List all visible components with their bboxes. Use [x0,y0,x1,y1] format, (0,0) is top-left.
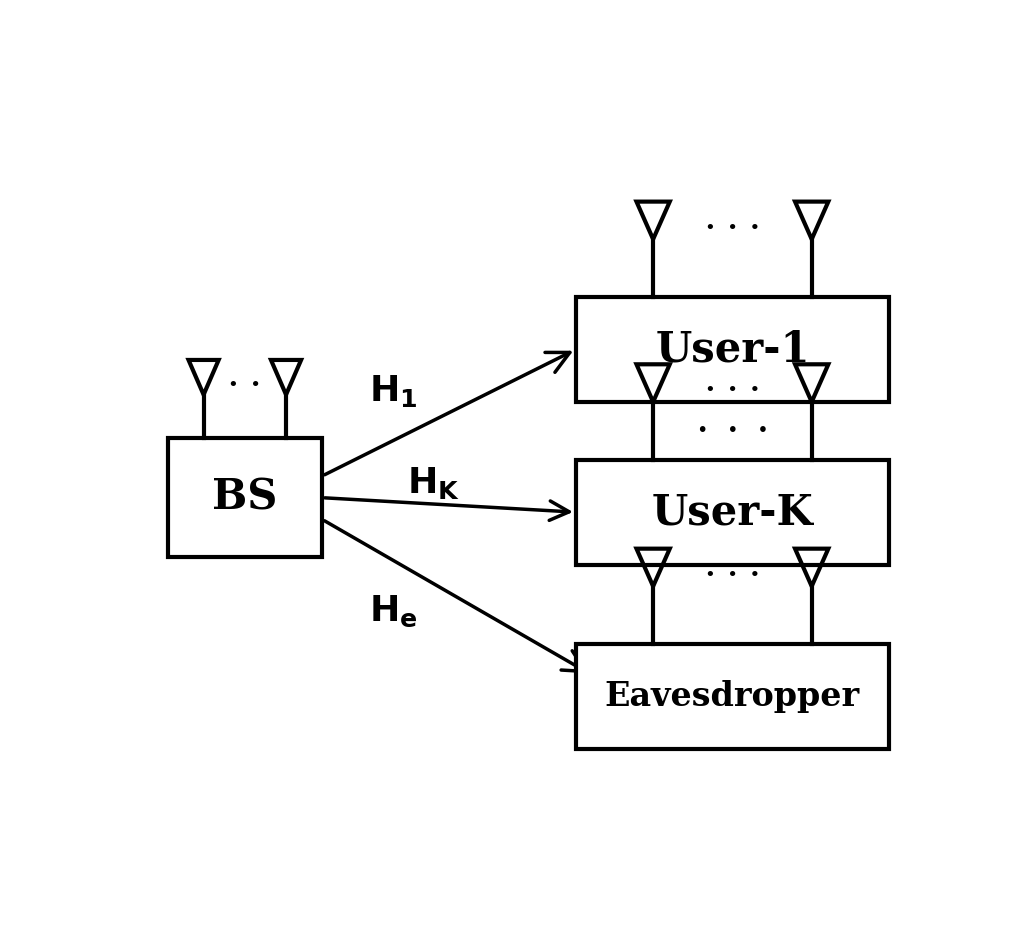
Text: •  •  •: • • • [705,219,760,237]
Text: $\mathbf{H_1}$: $\mathbf{H_1}$ [369,373,417,409]
Text: BS: BS [212,477,277,518]
Text: •  •  •: • • • [705,381,760,399]
Bar [576,297,889,402]
Text: User-1: User-1 [655,329,809,371]
Bar [576,644,889,749]
Bar [576,460,889,564]
Text: •  •  •: • • • [705,565,760,584]
Text: •   •   •: • • • [697,422,768,440]
Bar [168,438,322,558]
Text: Eavesdropper: Eavesdropper [605,680,860,713]
Text: •  •: • • [228,376,261,393]
Text: $\mathbf{H_e}$: $\mathbf{H_e}$ [369,594,417,629]
Text: $\mathbf{H_K}$: $\mathbf{H_K}$ [406,465,459,501]
Text: User-K: User-K [652,491,813,533]
